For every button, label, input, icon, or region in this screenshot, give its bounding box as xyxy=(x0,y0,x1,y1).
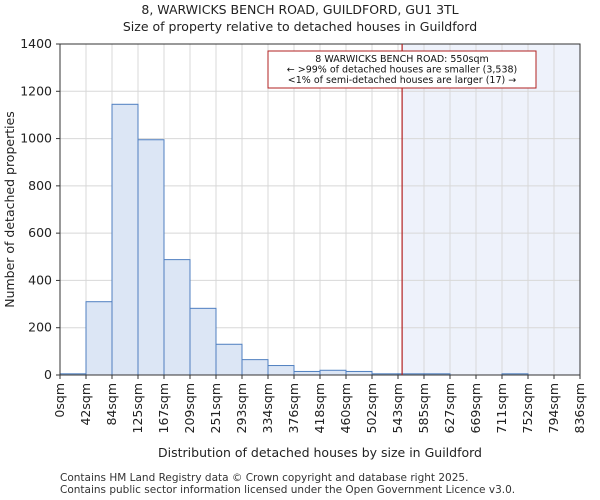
bar-376sqm[interactable] xyxy=(293,370,321,376)
x-tick-label: 251sqm xyxy=(208,383,223,433)
x-tick-label: 460sqm xyxy=(338,383,353,433)
x-tick-label: 836sqm xyxy=(572,383,587,433)
x-tick-label: 543sqm xyxy=(390,383,405,433)
y-axis-label: Number of detached properties xyxy=(2,111,17,308)
chart-subtitle: Size of property relative to detached ho… xyxy=(122,19,478,34)
y-tick-label: 0 xyxy=(44,367,52,382)
bar-209sqm[interactable] xyxy=(189,307,217,376)
x-tick-label: 42sqm xyxy=(78,383,93,426)
annotation-line1: 8 WARWICKS BENCH ROAD: 550sqm xyxy=(315,54,489,65)
x-tick-label: 209sqm xyxy=(182,383,197,433)
bar-460sqm[interactable] xyxy=(345,370,373,376)
y-tick-label: 600 xyxy=(28,225,52,240)
annotation-box xyxy=(267,50,537,89)
bar-418sqm[interactable] xyxy=(319,369,347,376)
bar-167sqm[interactable] xyxy=(163,259,191,376)
bar-125sqm[interactable] xyxy=(137,139,165,376)
bar-293sqm[interactable] xyxy=(241,359,269,376)
bar-251sqm[interactable] xyxy=(215,343,243,376)
bar-84sqm[interactable] xyxy=(111,103,139,376)
histogram-chart: 0 200 400 600 800 1000 1200 1400 0sqm 42sqm 84sqm 1… xyxy=(2,36,587,460)
x-tick-label: 0sqm xyxy=(52,383,67,418)
chart-title: 8, WARWICKS BENCH ROAD, GUILDFORD, GU1 3… xyxy=(141,2,459,17)
x-tick-label: 293sqm xyxy=(234,383,249,433)
x-tick-label: 376sqm xyxy=(286,383,301,433)
highlight-region xyxy=(402,44,580,375)
bar-42sqm[interactable] xyxy=(85,301,113,376)
x-tick-label: 167sqm xyxy=(156,383,171,433)
x-tick-label: 711sqm xyxy=(494,383,509,433)
y-tick-label: 800 xyxy=(28,178,52,193)
x-tick-label: 125sqm xyxy=(130,383,145,433)
y-tick-label: 1400 xyxy=(20,36,52,51)
y-tick-label: 200 xyxy=(28,320,52,335)
footer-licence: Contains public sector information licen… xyxy=(60,484,516,496)
x-tick-label: 669sqm xyxy=(468,383,483,433)
bar-334sqm[interactable] xyxy=(267,365,295,376)
x-axis-label: Distribution of detached houses by size … xyxy=(158,445,482,460)
annotation-line3: <1% of semi-detached houses are larger (… xyxy=(288,75,516,86)
y-tick-label: 400 xyxy=(28,272,52,287)
footer-copyright: Contains HM Land Registry data © Crown c… xyxy=(60,472,469,484)
x-tick-label: 418sqm xyxy=(312,383,327,433)
x-tick-label: 794sqm xyxy=(546,383,561,433)
y-tick-label: 1000 xyxy=(20,131,52,146)
x-tick-label: 752sqm xyxy=(520,383,535,433)
x-tick-label: 627sqm xyxy=(442,383,457,433)
x-tick-label: 334sqm xyxy=(260,383,275,433)
x-tick-label: 84sqm xyxy=(104,383,119,426)
x-tick-label: 585sqm xyxy=(416,383,431,433)
y-tick-label: 1200 xyxy=(20,83,52,98)
x-tick-label: 502sqm xyxy=(364,383,379,433)
annotation-line2: ← >99% of detached houses are smaller (3… xyxy=(287,65,518,76)
